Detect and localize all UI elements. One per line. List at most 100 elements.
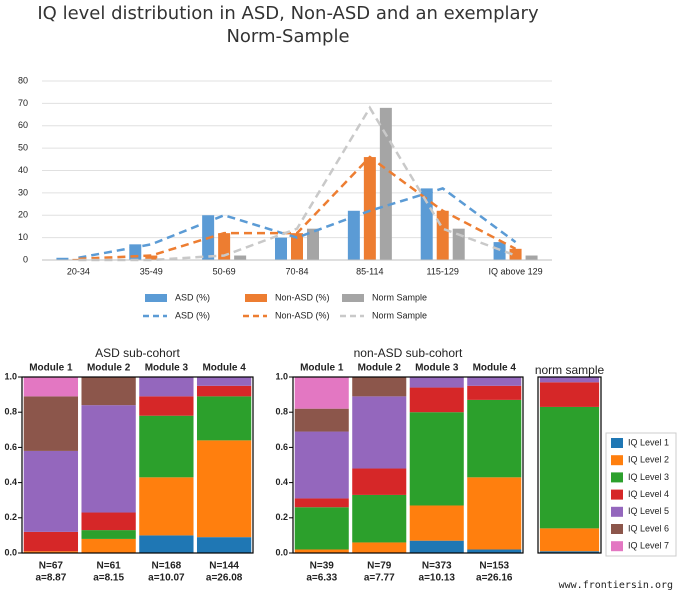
bar-segment xyxy=(539,551,600,553)
bar xyxy=(379,107,392,260)
age-label: a=26.16 xyxy=(476,573,513,584)
bar xyxy=(291,233,303,260)
bar xyxy=(436,210,449,260)
category-label: Module 4 xyxy=(202,363,246,374)
watermark: www.frontiersin.org xyxy=(559,580,673,591)
legend-label: ASD (%) xyxy=(175,310,210,320)
legend-label: IQ Level 7 xyxy=(628,541,669,551)
bar-segment xyxy=(467,399,522,478)
sample-label: N=67 xyxy=(39,561,64,572)
bar-segment xyxy=(352,377,407,397)
legend-label: Norm Sample xyxy=(372,292,427,302)
sample-label: N=144 xyxy=(209,561,239,572)
bar xyxy=(56,257,69,260)
y-tick-label: 80 xyxy=(18,75,28,85)
legend-swatch xyxy=(611,489,623,500)
y-tick-label: 0.6 xyxy=(4,442,17,452)
y-tick-label: 0.4 xyxy=(4,477,17,487)
age-label: a=10.13 xyxy=(419,573,456,584)
y-tick-label: 0.6 xyxy=(275,442,288,452)
bar-segment xyxy=(539,382,600,407)
bar xyxy=(493,242,506,260)
y-tick-label: 0.8 xyxy=(275,407,288,417)
age-label: a=7.77 xyxy=(364,573,395,584)
bar-segment xyxy=(139,535,194,553)
y-tick-label: 0.2 xyxy=(275,512,288,522)
bar-segment xyxy=(467,549,522,553)
bar-segment xyxy=(352,494,407,543)
bar-segment xyxy=(196,377,252,386)
chart-title: norm sample xyxy=(535,363,605,377)
y-tick-label: 60 xyxy=(18,120,28,130)
age-label: a=6.33 xyxy=(306,573,337,584)
age-label: a=8.87 xyxy=(35,573,66,584)
legend-label: IQ Level 4 xyxy=(628,489,669,499)
bar-segment xyxy=(352,396,407,469)
x-tick-label: 85-114 xyxy=(356,266,383,276)
bar-segment xyxy=(294,377,349,409)
y-tick-label: 0 xyxy=(23,254,28,264)
bar-segment xyxy=(294,498,349,508)
line xyxy=(78,155,517,261)
legend-label: Non-ASD (%) xyxy=(275,310,330,320)
y-tick-label: 0.2 xyxy=(4,512,17,522)
bar-segment xyxy=(196,385,252,397)
bar-segment xyxy=(409,412,464,506)
bar-segment xyxy=(81,405,136,513)
plot-frame xyxy=(537,376,602,554)
category-label: Module 3 xyxy=(145,363,189,374)
bar-segment xyxy=(539,406,600,529)
bar-segment xyxy=(81,377,136,406)
bar-segment xyxy=(81,530,136,539)
bar-segment xyxy=(196,440,252,538)
legend-label: Norm Sample xyxy=(372,310,427,320)
y-tick-label: 1.0 xyxy=(4,371,17,381)
x-tick-label: IQ above 129 xyxy=(489,266,543,276)
bar-segment xyxy=(139,377,194,397)
bar xyxy=(420,188,433,260)
bar-segment xyxy=(81,512,136,531)
y-tick-label: 10 xyxy=(18,232,28,242)
bar-segment xyxy=(409,505,464,541)
legend-label: IQ Level 1 xyxy=(628,437,669,447)
category-label: Module 2 xyxy=(358,363,402,374)
age-label: a=10.07 xyxy=(148,573,185,584)
sample-label: N=373 xyxy=(422,561,452,572)
plot-frame xyxy=(21,376,254,554)
bar xyxy=(363,157,376,260)
chart-title: IQ level distribution in ASD, Non-ASD an… xyxy=(37,3,539,47)
category-label: Module 2 xyxy=(87,363,131,374)
legend-swatch xyxy=(145,294,167,302)
y-tick-label: 30 xyxy=(18,187,28,197)
x-tick-label: 20-34 xyxy=(67,266,90,276)
sample-label: N=39 xyxy=(310,561,335,572)
bar-segment xyxy=(352,468,407,495)
legend-swatch xyxy=(611,455,623,466)
legend-swatch xyxy=(611,438,623,448)
y-tick-label: 0.8 xyxy=(4,407,17,417)
y-tick-label: 0.0 xyxy=(275,547,288,557)
line xyxy=(78,187,517,259)
bar-segment xyxy=(23,396,79,451)
legend-swatch xyxy=(611,524,623,534)
bar-segment xyxy=(539,377,600,383)
bar-segment xyxy=(23,531,79,552)
legend-label: IQ Level 2 xyxy=(628,455,669,465)
bar-segment xyxy=(352,542,407,553)
legend-label: Non-ASD (%) xyxy=(275,292,330,302)
y-tick-label: 0.4 xyxy=(275,477,288,487)
bar-segment xyxy=(409,387,464,413)
bar xyxy=(145,255,158,260)
y-tick-label: 50 xyxy=(18,143,28,153)
bar-segment xyxy=(467,477,522,550)
bar xyxy=(275,237,287,260)
bar xyxy=(347,210,360,260)
y-tick-label: 70 xyxy=(18,98,28,108)
bar-segment xyxy=(294,431,349,499)
bar-segment xyxy=(23,377,79,397)
sample-label: N=61 xyxy=(97,561,122,572)
bar-segment xyxy=(196,396,252,441)
bar-segment xyxy=(409,540,464,553)
